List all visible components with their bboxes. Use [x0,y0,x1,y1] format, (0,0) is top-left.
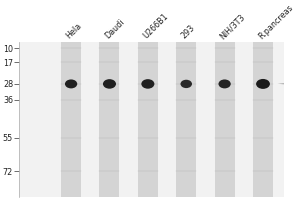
Ellipse shape [256,79,270,89]
Bar [61,42,81,197]
Ellipse shape [103,79,116,89]
Ellipse shape [181,80,192,88]
Ellipse shape [218,79,231,88]
Bar [253,42,273,197]
Bar [100,42,119,197]
Bar [214,42,235,197]
Bar [138,42,158,197]
Ellipse shape [65,79,77,88]
Bar [176,42,196,197]
Ellipse shape [141,79,154,89]
